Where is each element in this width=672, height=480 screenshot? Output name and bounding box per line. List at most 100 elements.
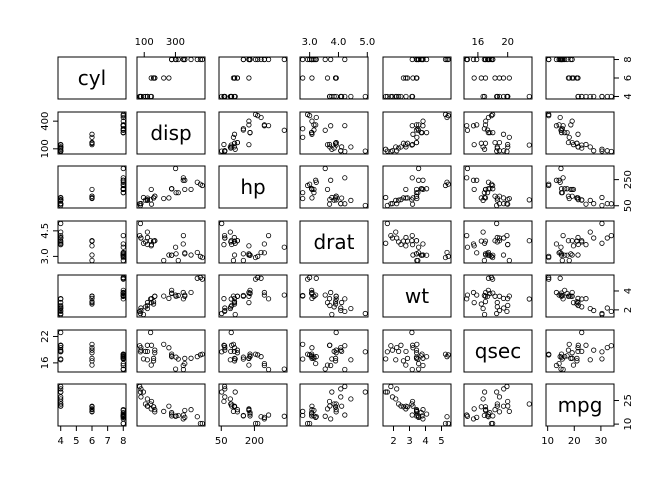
tick-label: 22 bbox=[40, 330, 51, 343]
data-point bbox=[506, 75, 512, 81]
data-point bbox=[604, 93, 610, 100]
data-point bbox=[58, 144, 64, 150]
tick-label: 5.0 bbox=[359, 37, 375, 48]
data-point bbox=[182, 186, 188, 193]
data-point bbox=[591, 347, 597, 353]
data-point bbox=[464, 413, 471, 419]
data-point bbox=[384, 389, 390, 395]
data-point bbox=[148, 75, 154, 81]
data-point bbox=[470, 177, 477, 183]
data-point bbox=[246, 355, 252, 361]
panel-frame bbox=[299, 165, 369, 209]
data-point bbox=[89, 142, 95, 148]
data-point bbox=[231, 234, 237, 241]
panel-hp-vs-disp bbox=[136, 165, 206, 209]
data-point bbox=[188, 252, 194, 258]
data-point bbox=[481, 412, 487, 419]
panel-cyl-vs-disp bbox=[136, 56, 206, 100]
data-point bbox=[194, 275, 200, 281]
data-point bbox=[58, 202, 64, 209]
data-point bbox=[307, 181, 313, 187]
data-point bbox=[490, 182, 496, 189]
data-point bbox=[470, 123, 477, 129]
data-point bbox=[484, 413, 491, 419]
data-point bbox=[464, 165, 471, 172]
data-point bbox=[332, 299, 339, 305]
data-point bbox=[228, 329, 234, 336]
data-point bbox=[333, 401, 339, 407]
data-point bbox=[413, 75, 420, 81]
panel-frame bbox=[218, 56, 288, 100]
data-point bbox=[327, 403, 333, 409]
data-point bbox=[261, 241, 267, 247]
data-point bbox=[420, 241, 426, 247]
data-point bbox=[506, 134, 512, 140]
data-point bbox=[313, 275, 319, 281]
data-point bbox=[144, 299, 151, 306]
data-point bbox=[599, 146, 605, 152]
data-point bbox=[222, 307, 228, 314]
data-point bbox=[161, 341, 167, 347]
data-point bbox=[311, 190, 317, 196]
data-point bbox=[222, 394, 228, 400]
data-point bbox=[300, 190, 306, 196]
data-point bbox=[148, 329, 154, 336]
data-point bbox=[484, 127, 491, 133]
data-point bbox=[227, 93, 233, 100]
data-point bbox=[261, 416, 267, 422]
data-point bbox=[481, 190, 487, 196]
data-point bbox=[464, 292, 471, 298]
data-point bbox=[58, 296, 64, 302]
data-point bbox=[222, 305, 228, 311]
data-point bbox=[505, 241, 511, 248]
data-point bbox=[120, 233, 126, 239]
panel-frame bbox=[57, 111, 127, 155]
data-point bbox=[265, 56, 272, 63]
data-point bbox=[403, 234, 409, 241]
data-point bbox=[246, 75, 252, 81]
data-point bbox=[329, 389, 335, 395]
data-point bbox=[144, 305, 150, 312]
data-point bbox=[481, 311, 488, 318]
data-point bbox=[311, 293, 317, 299]
data-point bbox=[255, 420, 261, 427]
data-point bbox=[180, 175, 186, 181]
data-point bbox=[398, 342, 404, 348]
data-point bbox=[398, 197, 404, 203]
data-point bbox=[227, 229, 233, 235]
tick-label: 4 bbox=[623, 93, 634, 99]
data-point bbox=[583, 342, 589, 348]
data-point bbox=[562, 186, 568, 192]
data-point bbox=[575, 345, 581, 351]
data-point bbox=[504, 308, 510, 315]
data-point bbox=[173, 251, 179, 257]
data-point bbox=[240, 354, 246, 360]
data-point bbox=[227, 144, 233, 150]
tick-label: 3.0 bbox=[40, 248, 51, 264]
data-point bbox=[470, 56, 477, 63]
data-point bbox=[338, 394, 344, 400]
data-point bbox=[565, 193, 572, 199]
data-point bbox=[188, 56, 194, 63]
data-point bbox=[140, 356, 147, 362]
data-point bbox=[474, 177, 480, 183]
data-point bbox=[309, 355, 315, 361]
data-point bbox=[496, 307, 503, 314]
data-point bbox=[388, 343, 394, 349]
data-point bbox=[575, 144, 581, 150]
data-point bbox=[89, 243, 95, 249]
data-point bbox=[483, 118, 489, 124]
data-point bbox=[120, 289, 126, 296]
data-point bbox=[322, 292, 328, 298]
data-point bbox=[444, 179, 450, 185]
data-point bbox=[342, 412, 348, 418]
data-point bbox=[599, 148, 605, 154]
data-point bbox=[169, 411, 175, 417]
data-point bbox=[261, 289, 267, 296]
data-point bbox=[494, 195, 500, 201]
data-point bbox=[558, 244, 564, 250]
data-point bbox=[144, 342, 150, 348]
data-point bbox=[416, 360, 422, 367]
panel-frame bbox=[57, 274, 127, 318]
data-point bbox=[575, 342, 581, 348]
